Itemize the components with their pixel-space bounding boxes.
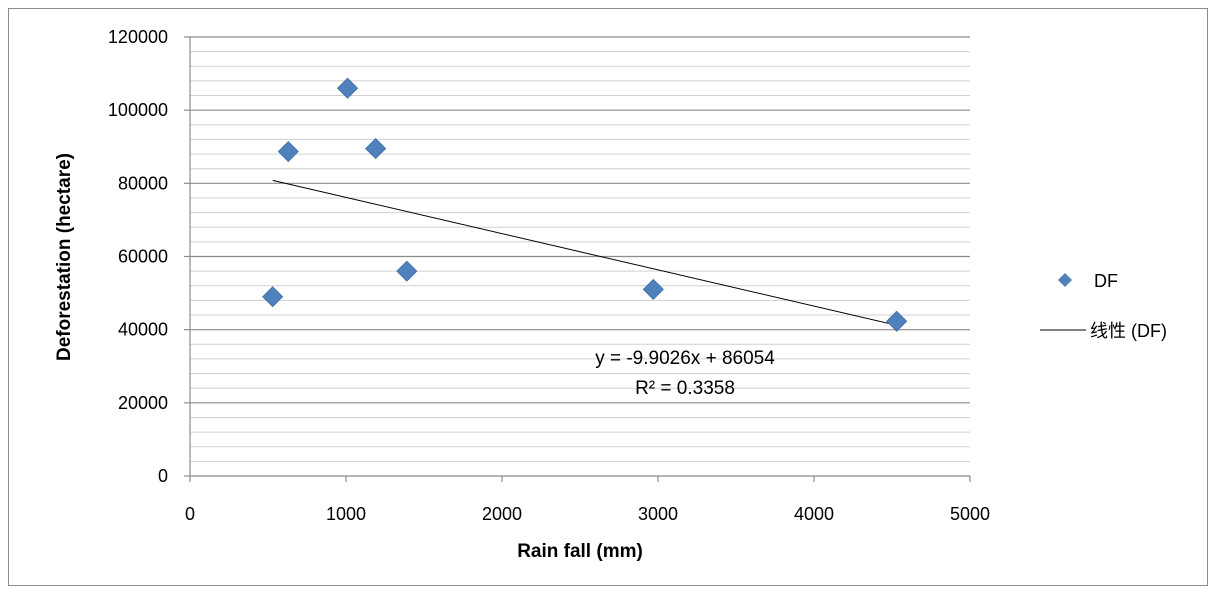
x-tick-label: 2000 [482, 504, 522, 524]
y-tick-label: 40000 [118, 320, 168, 340]
x-axis-title: Rain fall (mm) [517, 541, 643, 562]
legend-label-df: DF [1094, 271, 1118, 291]
y-axis-title: Deforestation (hectare) [54, 153, 75, 361]
legend-marker-df [1058, 273, 1072, 287]
trendline-r-squared: R² = 0.3358 [635, 378, 735, 399]
y-tick-label: 120000 [108, 27, 168, 47]
trendline [272, 179, 897, 326]
data-point [262, 286, 284, 308]
x-tick-label: 5000 [950, 504, 990, 524]
data-point [642, 278, 664, 300]
chart-frame [8, 8, 1208, 586]
legend: DF 线性 (DF) [1040, 271, 1167, 341]
trendline-equation: y = -9.9026x + 86054 [595, 348, 775, 369]
legend-label-trendline: 线性 (DF) [1090, 321, 1167, 341]
x-tick-label: 4000 [794, 504, 834, 524]
data-point [365, 138, 387, 160]
data-point [886, 310, 908, 332]
x-tick-label: 3000 [638, 504, 678, 524]
plot-area: 0 20000 40000 60000 80000 100000 120000 0 1000 20… [108, 27, 990, 524]
y-tick-label: 0 [158, 466, 168, 486]
data-point [336, 77, 359, 99]
y-tick-label: 60000 [118, 247, 168, 267]
x-tick-label: 0 [185, 504, 195, 524]
x-tick-label: 1000 [326, 504, 366, 524]
y-tick-label: 20000 [118, 393, 168, 413]
data-point [396, 260, 418, 282]
y-tick-label: 100000 [108, 100, 168, 120]
y-tick-label: 80000 [118, 173, 168, 193]
data-point [277, 140, 299, 163]
